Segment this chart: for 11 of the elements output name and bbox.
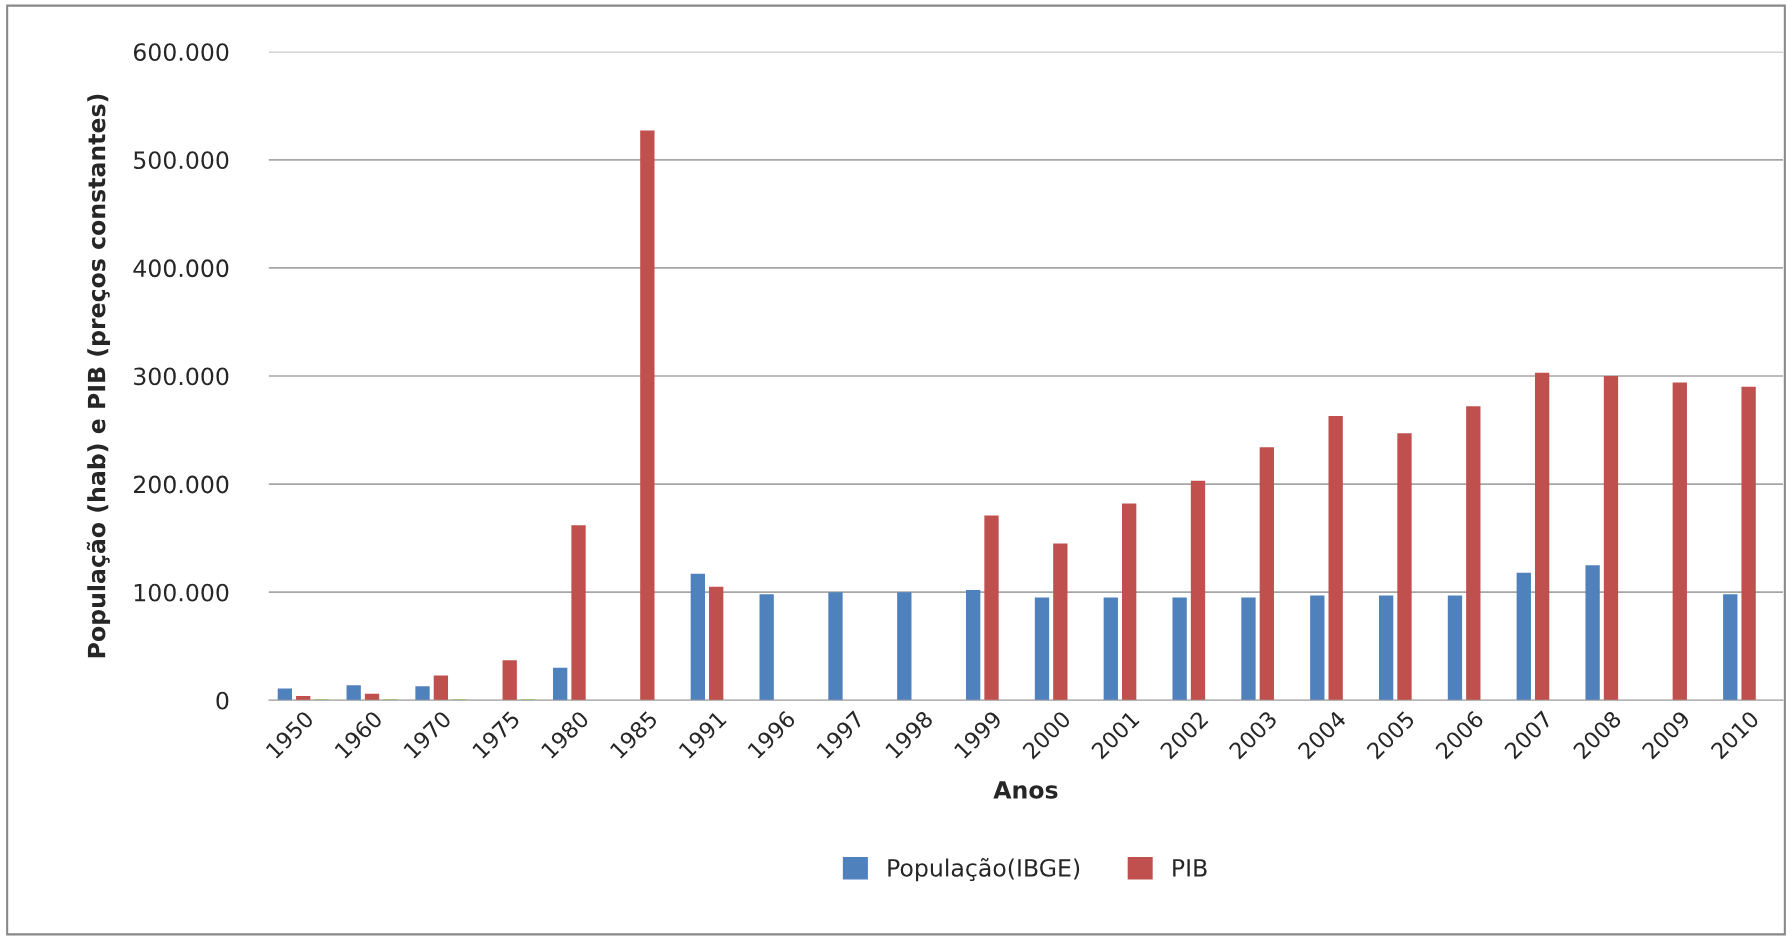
y-tick-label: 600.000: [133, 43, 229, 62]
y-axis-title: População (hab) e PIB (preços constantes): [86, 94, 111, 658]
y-tick-label: 100.000: [134, 583, 229, 602]
legend-label: População(IBGE): [888, 858, 1080, 882]
y-tick-label: 200.000: [134, 475, 229, 494]
y-tick-label: 0: [216, 691, 229, 710]
y-tick-label: 500.000: [134, 151, 229, 170]
x-axis-title: Anos: [993, 781, 1058, 799]
y-tick-label: 400.000: [133, 259, 229, 278]
legend-label: PIB: [1173, 859, 1207, 877]
y-tick-label: 300.000: [134, 367, 229, 386]
